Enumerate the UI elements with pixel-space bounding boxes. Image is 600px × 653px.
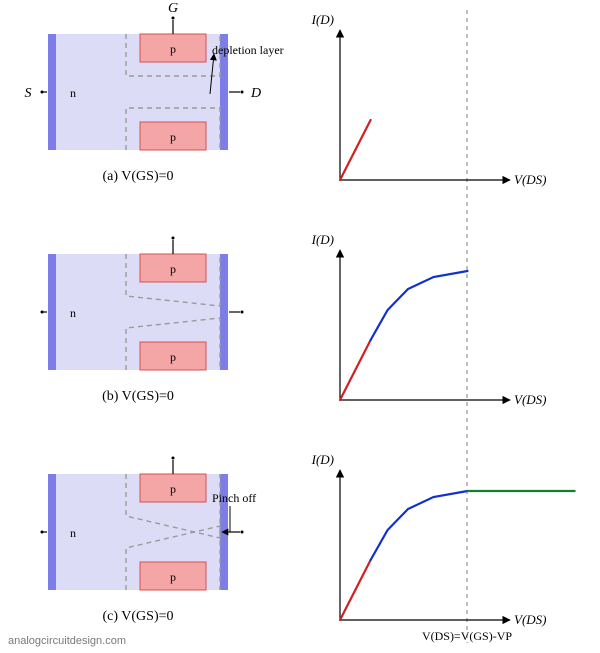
device-1: p p n (b) V(GS)=0	[41, 237, 244, 405]
bias-caption: (a) V(GS)=0	[102, 169, 173, 184]
y-axis-label: I(D)	[311, 232, 334, 247]
svg-text:n: n	[70, 86, 76, 100]
y-axis-label: I(D)	[311, 452, 334, 467]
source-contact	[48, 34, 56, 150]
svg-text:n: n	[70, 306, 76, 320]
device-0: p p n S D G (a) V(GS)=0	[25, 1, 262, 184]
watermark: analogcircuitdesign.com	[8, 635, 126, 647]
svg-text:p: p	[170, 42, 176, 56]
curve-ohmic	[340, 560, 371, 620]
x-axis-label: V(DS)	[514, 172, 547, 187]
drain-contact	[220, 254, 228, 370]
y-axis-label: I(D)	[311, 12, 334, 27]
iv-chart-1: V(DS) I(D)	[311, 232, 547, 407]
curve-knee	[371, 491, 468, 560]
depletion-layer-label: depletion layer	[212, 43, 284, 57]
vds-marker-label: V(DS)=V(GS)-VP	[422, 629, 512, 643]
x-axis-label: V(DS)	[514, 612, 547, 627]
iv-chart-0: V(DS) I(D)	[311, 12, 547, 187]
svg-text:n: n	[70, 526, 76, 540]
bias-caption: (c) V(GS)=0	[102, 609, 173, 624]
curve-ohmic	[340, 120, 371, 180]
iv-chart-2: V(DS) I(D)	[311, 452, 575, 627]
device-2: p p n (c) V(GS)=0	[41, 457, 244, 625]
svg-text:p: p	[170, 350, 176, 364]
svg-text:D: D	[250, 86, 261, 101]
bias-caption: (b) V(GS)=0	[102, 389, 174, 404]
figure: p p n S D G (a) V(GS)=0 V(DS) I(D) p p n (b) V(GS)=0…	[0, 0, 600, 653]
svg-text:G: G	[168, 1, 178, 16]
source-contact	[48, 474, 56, 590]
svg-text:S: S	[25, 86, 32, 101]
svg-text:p: p	[170, 262, 176, 276]
svg-text:p: p	[170, 130, 176, 144]
svg-text:p: p	[170, 570, 176, 584]
svg-text:p: p	[170, 482, 176, 496]
curve-ohmic	[340, 340, 371, 400]
pinchoff-label: Pinch off	[212, 491, 256, 505]
x-axis-label: V(DS)	[514, 392, 547, 407]
curve-knee	[371, 271, 468, 340]
source-contact	[48, 254, 56, 370]
